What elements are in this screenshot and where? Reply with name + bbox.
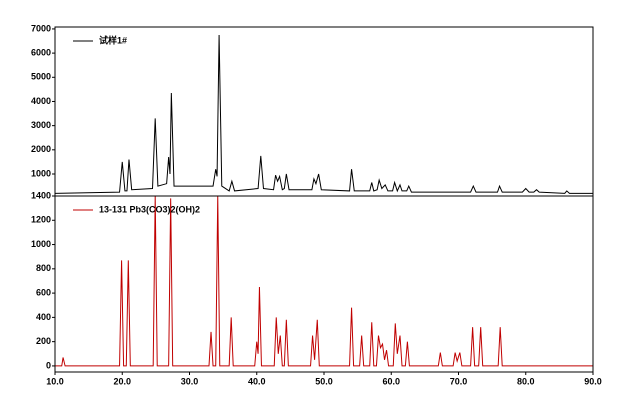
y-tick-label: 0 xyxy=(46,360,51,370)
x-tick-label: 30.0 xyxy=(181,376,199,386)
legend-label: 13-131 Pb3(CO3)2(OH)2 xyxy=(99,204,200,214)
y-tick-label: 1400 xyxy=(31,190,51,200)
y-tick-label: 200 xyxy=(36,336,51,346)
x-tick-label: 50.0 xyxy=(315,376,333,386)
y-tick-label: 6000 xyxy=(31,47,51,57)
x-tick-label: 90.0 xyxy=(584,376,602,386)
y-tick-label: 1200 xyxy=(31,215,51,225)
x-tick-label: 80.0 xyxy=(517,376,535,386)
y-tick-label: 5000 xyxy=(31,72,51,82)
y-tick-label: 7000 xyxy=(31,23,51,33)
data-line xyxy=(55,34,593,194)
plot-frame xyxy=(54,195,594,373)
y-tick-label: 2000 xyxy=(31,144,51,154)
data-line xyxy=(55,196,593,367)
plot-frame xyxy=(54,26,594,197)
y-tick-label: 600 xyxy=(36,287,51,297)
y-tick-label: 1000 xyxy=(31,168,51,178)
y-tick-label: 4000 xyxy=(31,96,51,106)
plot-area xyxy=(55,34,593,194)
legend-label: 试样1# xyxy=(99,34,127,45)
x-tick-label: 10.0 xyxy=(46,376,64,386)
x-tick-label: 20.0 xyxy=(113,376,131,386)
plot-area xyxy=(55,196,593,367)
y-tick-label: 1000 xyxy=(31,239,51,249)
x-tick-label: 60.0 xyxy=(382,376,400,386)
y-tick-label: 800 xyxy=(36,263,51,273)
y-tick-label: 3000 xyxy=(31,120,51,130)
x-tick-label: 70.0 xyxy=(450,376,468,386)
x-tick-label: 40.0 xyxy=(248,376,266,386)
y-tick-label: 400 xyxy=(36,312,51,322)
